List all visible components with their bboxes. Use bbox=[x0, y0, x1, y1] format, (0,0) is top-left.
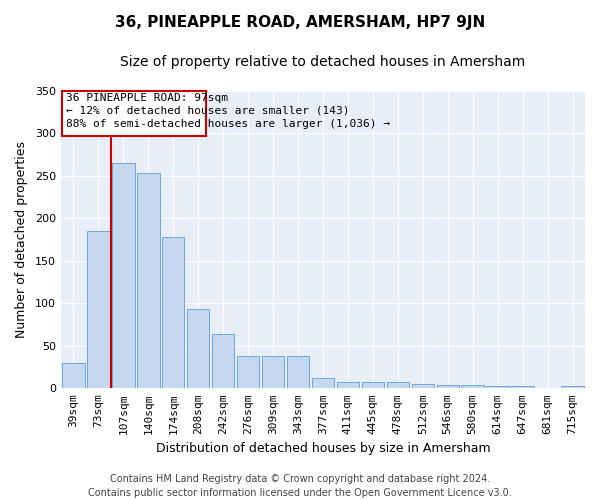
Bar bbox=[362, 382, 384, 388]
Bar bbox=[162, 237, 184, 388]
Bar bbox=[511, 386, 534, 388]
Bar bbox=[487, 386, 509, 388]
Bar bbox=[337, 382, 359, 388]
Bar bbox=[62, 363, 85, 388]
Text: 36 PINEAPPLE ROAD: 97sqm
← 12% of detached houses are smaller (143)
88% of semi-: 36 PINEAPPLE ROAD: 97sqm ← 12% of detach… bbox=[66, 92, 390, 129]
Bar bbox=[412, 384, 434, 388]
Text: Contains HM Land Registry data © Crown copyright and database right 2024.
Contai: Contains HM Land Registry data © Crown c… bbox=[88, 474, 512, 498]
Bar bbox=[187, 310, 209, 388]
Bar bbox=[87, 231, 110, 388]
Bar bbox=[287, 356, 309, 388]
Bar bbox=[212, 334, 235, 388]
Bar bbox=[386, 382, 409, 388]
Bar bbox=[561, 386, 584, 388]
Bar bbox=[461, 385, 484, 388]
Bar bbox=[437, 385, 459, 388]
Bar bbox=[262, 356, 284, 388]
Title: Size of property relative to detached houses in Amersham: Size of property relative to detached ho… bbox=[121, 55, 526, 69]
Bar bbox=[62, 91, 206, 136]
Bar bbox=[237, 356, 259, 388]
X-axis label: Distribution of detached houses by size in Amersham: Distribution of detached houses by size … bbox=[155, 442, 490, 455]
Y-axis label: Number of detached properties: Number of detached properties bbox=[15, 141, 28, 338]
Bar bbox=[137, 174, 160, 388]
Bar bbox=[112, 163, 134, 388]
Text: 36, PINEAPPLE ROAD, AMERSHAM, HP7 9JN: 36, PINEAPPLE ROAD, AMERSHAM, HP7 9JN bbox=[115, 15, 485, 30]
Bar bbox=[312, 378, 334, 388]
